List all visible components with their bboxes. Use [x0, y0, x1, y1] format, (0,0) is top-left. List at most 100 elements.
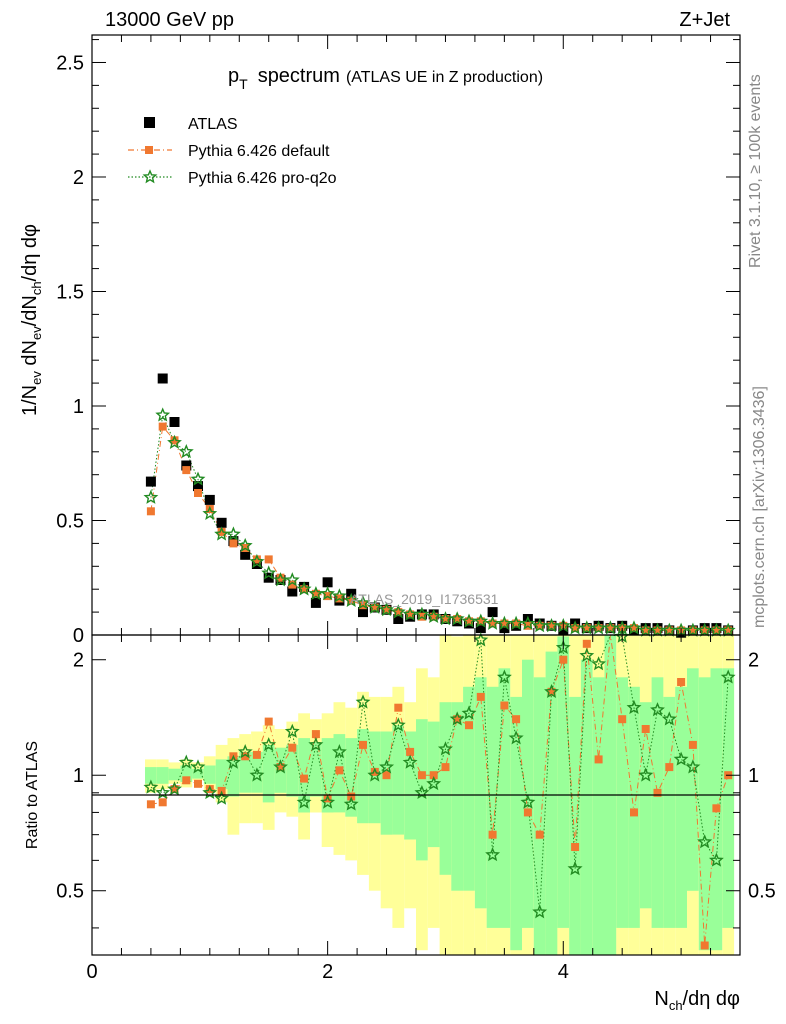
default-ratio-point [429, 771, 438, 780]
default-point [347, 596, 356, 605]
default-point [547, 621, 556, 630]
proq2o-point [331, 588, 347, 603]
default-ratio-point [618, 715, 627, 724]
proq2o-ratio-point [237, 744, 253, 759]
proq2o-ratio-point [567, 861, 583, 876]
proq2o-ratio-point [261, 737, 277, 752]
proq2o-point [697, 622, 713, 637]
default-point [429, 612, 438, 621]
proq2o-point [591, 620, 606, 635]
atlas-point [310, 597, 321, 608]
proq2o-ratio-point [225, 754, 241, 769]
analysis-watermark: ATLAS_2019_I1736531 [350, 591, 499, 607]
proq2o-ratio-point [426, 775, 442, 791]
default-ratio-point [688, 740, 697, 749]
green-band-bin [592, 677, 605, 955]
default-ratio-point [264, 717, 273, 726]
default-ratio-point [311, 730, 320, 739]
atlas-point [358, 607, 368, 618]
default-ratio-point [512, 715, 521, 724]
ratio-y-tick-label-right: 2 [748, 650, 759, 672]
default-point [582, 624, 591, 633]
default-ratio-point [441, 763, 450, 772]
proq2o-ratio-point [249, 767, 265, 782]
proq2o-point [214, 526, 230, 541]
proq2o-ratio-point [190, 759, 206, 774]
proq2o-point [273, 572, 288, 587]
default-ratio-point [359, 740, 367, 749]
default-ratio-point [594, 755, 603, 764]
main-y-tick-label: 1.5 [56, 281, 84, 303]
green-band-bin [345, 738, 358, 817]
default-point [594, 624, 603, 633]
proq2o-point [261, 565, 277, 580]
proq2o-point [143, 489, 159, 504]
default-ratio-point [170, 785, 179, 794]
default-ratio-point [394, 703, 403, 712]
x-tick-label: 4 [558, 961, 569, 983]
proq2o-ratio-point [178, 754, 194, 769]
proq2o-point [308, 585, 324, 601]
green-band-bin [404, 731, 416, 840]
header-right-label: Z+Jet [679, 9, 730, 31]
proq2o-point [508, 615, 524, 630]
green-band-bin [251, 751, 263, 793]
proq2o-ratio-point [296, 794, 312, 809]
proq2o-ratio-point [167, 781, 182, 796]
green-band-bin [722, 668, 735, 928]
proq2o-point [167, 434, 182, 450]
green-band-bin [416, 719, 428, 861]
default-point [288, 580, 297, 589]
atlas-point [263, 572, 274, 583]
green-band-bin [486, 686, 499, 928]
main-y-tick-label: 0 [73, 625, 84, 647]
green-band-bin [687, 668, 699, 891]
default-point [688, 626, 697, 635]
proq2o-point [579, 620, 595, 635]
proq2o-point [461, 613, 477, 628]
title-subscript: T [239, 76, 248, 92]
proq2o-ratio-point [661, 711, 677, 726]
proq2o-ratio-point [591, 656, 607, 671]
default-point [370, 603, 379, 612]
green-band-bin [580, 659, 593, 955]
rivet-version-label: Rivet 3.1.10, ≥ 100k events [747, 74, 764, 268]
main-ylabel: 1/Nev dNev/dNch/dη dφ [19, 224, 44, 416]
proq2o-ratio-point [508, 730, 524, 745]
atlas-point [181, 460, 192, 471]
default-ratio-point [630, 808, 638, 817]
green-band-bin [569, 696, 581, 955]
default-ratio-point [335, 766, 344, 775]
ylabel-prefix: 1/N [19, 385, 41, 416]
green-band-bin [522, 659, 534, 928]
green-band-bin [545, 651, 558, 955]
legend-proq2o-label: Pythia 6.426 pro-q2o [188, 170, 337, 187]
proq2o-ratio-point [461, 705, 477, 720]
default-ratio-point [241, 752, 250, 761]
default-ratio-point [288, 743, 297, 752]
ratio-plot-marks [143, 628, 736, 950]
x-tick-label: 0 [86, 961, 97, 983]
main-y-tick-label: 1 [73, 396, 84, 418]
default-point [453, 615, 462, 623]
default-ratio-point [252, 750, 261, 759]
green-band-bin [321, 738, 334, 813]
ratio-y-tick-label: 1 [73, 765, 84, 787]
proq2o-ratio-line [150, 634, 729, 913]
proq2o-ratio-point [343, 796, 359, 811]
proq2o-ratio-point [390, 717, 406, 732]
proq2o-point [225, 526, 241, 541]
proq2o-ratio-point [697, 834, 713, 849]
green-band-bin [698, 677, 711, 951]
x-axis-label: Nch/dη dφ [654, 988, 740, 1013]
proq2o-ratio-point [555, 639, 571, 654]
proq2o-ratio-point [520, 794, 536, 809]
atlas-point [145, 476, 156, 487]
green-band-bin [439, 702, 452, 875]
proq2o-point [567, 620, 583, 635]
proq2o-ratio-point [402, 754, 418, 769]
default-point [170, 436, 179, 445]
default-ratio-point [559, 655, 568, 664]
default-point [641, 626, 650, 635]
